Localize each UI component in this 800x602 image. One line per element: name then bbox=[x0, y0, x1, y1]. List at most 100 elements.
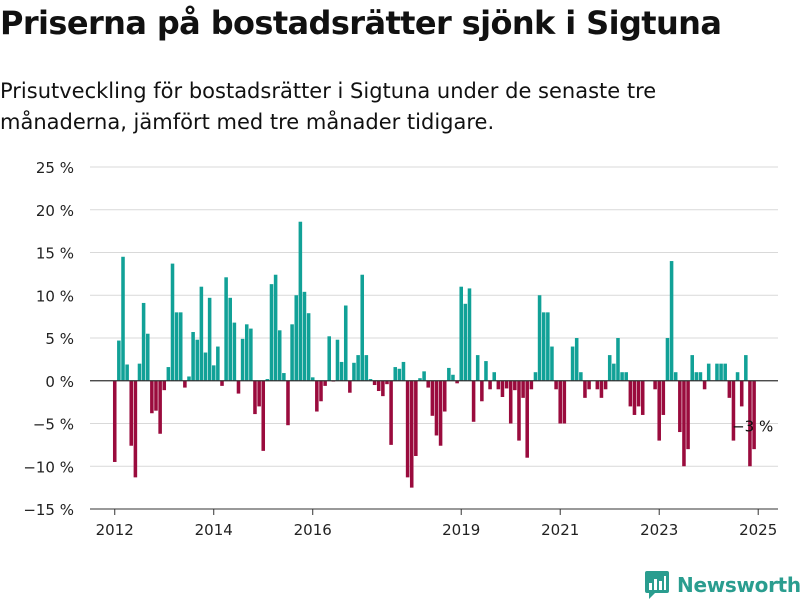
bar bbox=[694, 372, 699, 381]
bar bbox=[195, 339, 200, 381]
bar bbox=[356, 355, 360, 381]
annotations: −3 % bbox=[732, 417, 773, 435]
bar bbox=[315, 380, 319, 412]
bar bbox=[624, 372, 628, 381]
bar bbox=[236, 380, 241, 394]
bar bbox=[207, 297, 212, 381]
bar bbox=[562, 380, 567, 424]
bar bbox=[141, 302, 146, 381]
bar bbox=[702, 380, 707, 390]
bar bbox=[203, 352, 208, 381]
bar bbox=[467, 288, 472, 381]
bar bbox=[253, 380, 257, 415]
bar bbox=[653, 380, 657, 390]
bar bbox=[224, 277, 228, 381]
bar bbox=[183, 380, 187, 388]
bar bbox=[554, 380, 558, 390]
bar bbox=[529, 380, 534, 390]
bar bbox=[442, 380, 447, 412]
bar bbox=[752, 380, 756, 450]
y-tick-label: 25 % bbox=[36, 159, 74, 177]
bar bbox=[463, 303, 468, 381]
bar bbox=[249, 328, 253, 381]
bar bbox=[372, 380, 377, 386]
bar bbox=[612, 363, 616, 381]
bar bbox=[682, 380, 686, 467]
newsworthy-brand: Newsworthy bbox=[645, 568, 800, 602]
bar bbox=[616, 338, 620, 381]
bar bbox=[244, 324, 249, 381]
bar bbox=[117, 340, 121, 381]
bar bbox=[451, 374, 455, 381]
bar bbox=[422, 371, 426, 381]
bar bbox=[133, 380, 138, 478]
bar bbox=[348, 380, 352, 393]
bar bbox=[603, 380, 608, 390]
y-tick-label: 20 % bbox=[36, 202, 74, 220]
bar bbox=[484, 361, 488, 381]
bar bbox=[376, 380, 381, 392]
bar bbox=[471, 380, 476, 422]
bar bbox=[397, 368, 402, 381]
bar bbox=[430, 380, 435, 416]
bar bbox=[228, 297, 232, 381]
bar bbox=[657, 380, 661, 441]
bar bbox=[587, 380, 591, 390]
bar bbox=[533, 372, 538, 381]
bar bbox=[257, 380, 261, 407]
bar bbox=[607, 355, 612, 381]
bar bbox=[669, 261, 674, 381]
bar bbox=[162, 380, 167, 391]
bar bbox=[401, 361, 406, 381]
bar bbox=[640, 380, 645, 415]
bar bbox=[570, 346, 575, 381]
bar bbox=[178, 312, 183, 381]
x-tick-label: 2016 bbox=[294, 521, 332, 539]
bar bbox=[574, 338, 579, 381]
y-tick-label: −5 % bbox=[33, 416, 74, 434]
bar bbox=[488, 380, 492, 390]
bar bbox=[673, 372, 678, 381]
bar bbox=[731, 380, 736, 441]
y-tick-label: 0 % bbox=[45, 373, 74, 391]
bar bbox=[282, 373, 286, 381]
bar bbox=[715, 363, 719, 381]
x-tick-label: 2019 bbox=[442, 521, 480, 539]
bar bbox=[137, 363, 142, 381]
bar bbox=[723, 363, 727, 381]
bar bbox=[216, 346, 220, 381]
bar bbox=[414, 380, 418, 456]
bar bbox=[393, 367, 398, 381]
bar bbox=[306, 313, 311, 381]
bar bbox=[364, 355, 369, 381]
bar bbox=[220, 380, 224, 386]
bar bbox=[310, 377, 315, 381]
bar bbox=[508, 380, 513, 424]
bar bbox=[418, 378, 422, 381]
bar bbox=[744, 355, 748, 381]
bar bbox=[719, 363, 723, 381]
bar bbox=[438, 380, 443, 446]
bar bbox=[628, 380, 633, 407]
bar bbox=[323, 380, 327, 386]
bar bbox=[500, 380, 505, 397]
x-tick-label: 2021 bbox=[541, 521, 579, 539]
bar bbox=[343, 305, 348, 381]
bar bbox=[339, 361, 344, 381]
x-tick-label: 2014 bbox=[195, 521, 233, 539]
bar bbox=[426, 380, 430, 388]
bar bbox=[550, 346, 554, 381]
bar bbox=[579, 372, 583, 381]
axes: −15 % −10 % −5 % 0 % 5 % 10 % 15 % 20 % 25 % 2012… bbox=[23, 159, 778, 539]
y-tick-label: 15 % bbox=[36, 245, 74, 263]
bar bbox=[475, 355, 480, 381]
x-tick-label: 2012 bbox=[96, 521, 134, 539]
chart-subtitle: Prisutveckling för bostadsrätter i Sigtu… bbox=[0, 79, 657, 134]
bar bbox=[352, 362, 356, 381]
y-tick-label: −15 % bbox=[23, 501, 74, 519]
bar bbox=[166, 367, 171, 381]
bar bbox=[158, 380, 162, 434]
bar bbox=[265, 379, 270, 381]
bar bbox=[112, 380, 117, 462]
